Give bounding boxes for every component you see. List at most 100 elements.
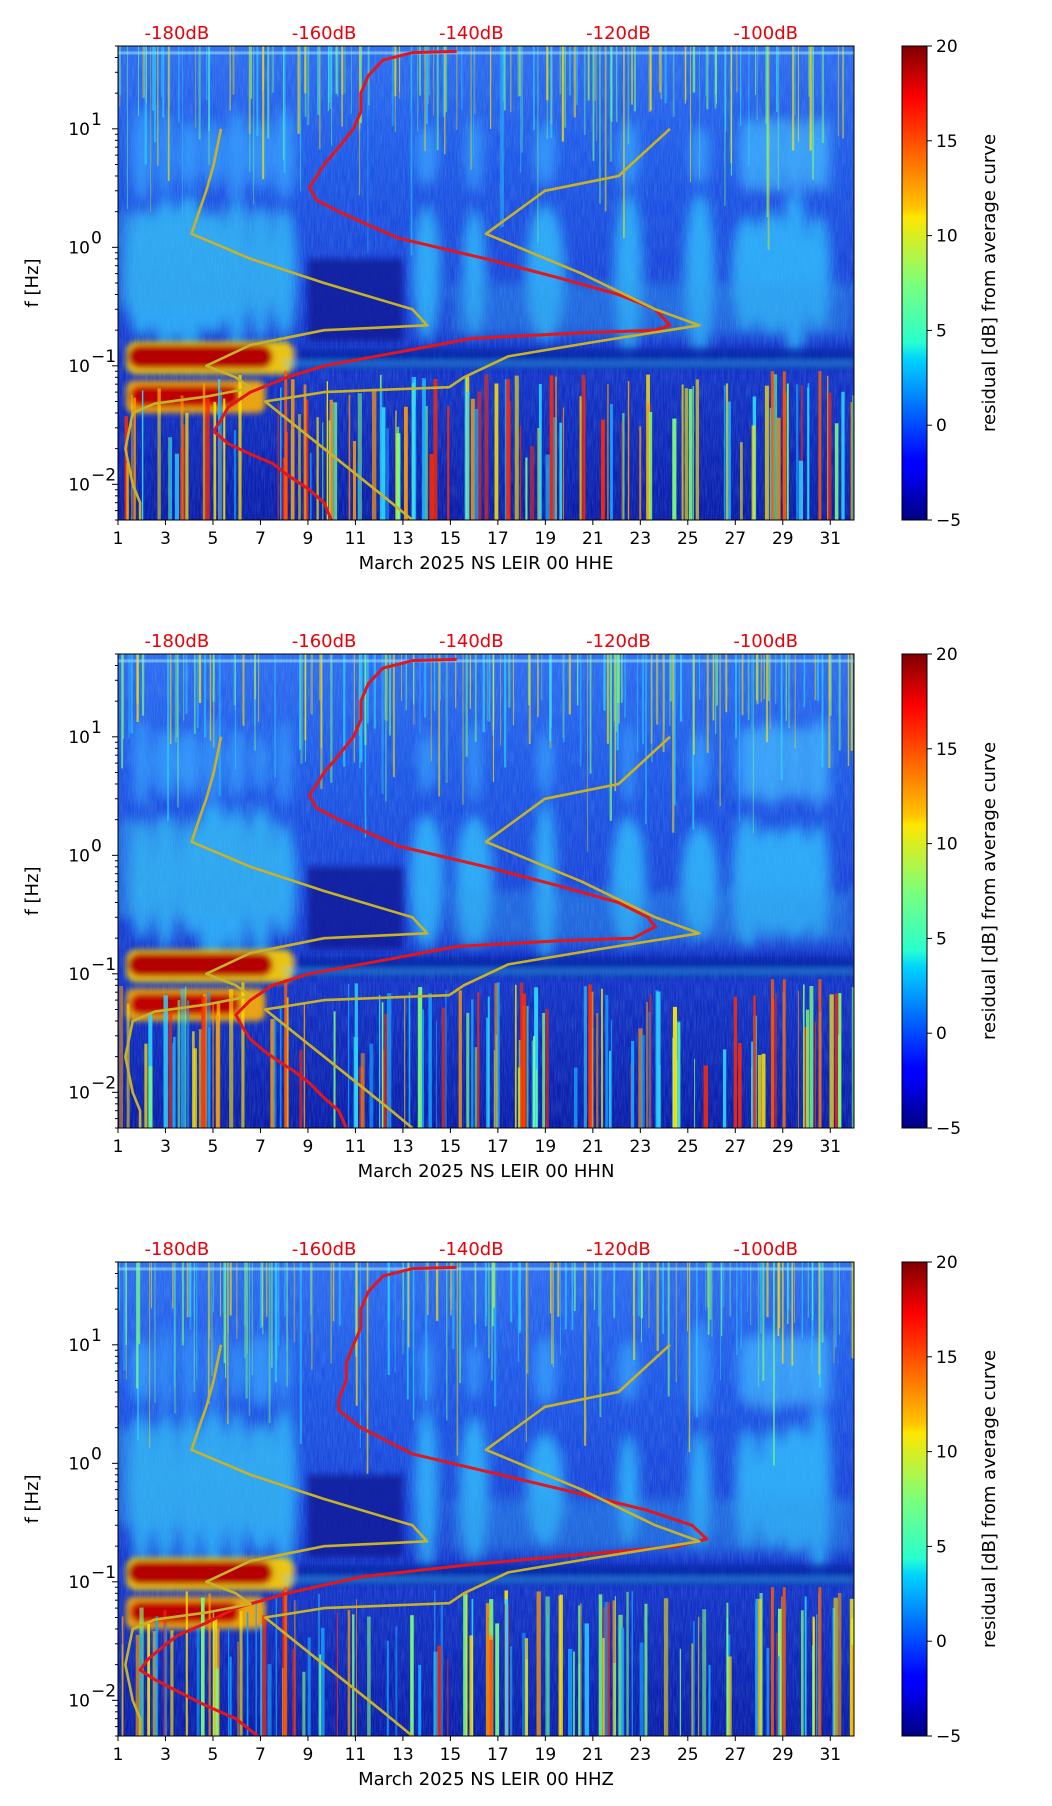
y-tick-label: 10 [68,1454,90,1474]
y-axis-label: f [Hz] [22,866,43,915]
colorbar-tick-label: 20 [936,645,958,665]
x-axis: 1 3 5 7 9 11 13 15 17 19 21 23 25 27 29 31 [113,1736,841,1765]
y-tick-label: 10 [68,846,90,866]
x-tick-label: 17 [487,1137,509,1157]
colorbar-tick-label: 10 [936,835,958,855]
x-tick-label: 25 [677,529,699,549]
colorbar-tick-label: 15 [936,740,958,760]
x-tick-label: 23 [630,1137,652,1157]
x-tick-label: 13 [392,1745,414,1765]
y-axis-label: f [Hz] [22,258,43,307]
colorbar-tick-label: −5 [936,1119,961,1139]
db-tick-label: -140dB [439,23,504,44]
colorbar-label: residual [dB] from average curve [979,742,1000,1040]
y-tick-exponent: 1 [91,718,102,738]
y-axis-label: f [Hz] [22,1474,43,1523]
noise-model-curve [124,128,429,520]
colorbar-tick-label: 5 [936,929,947,949]
db-tick-label: -140dB [439,631,504,652]
y-tick-label: 10 [68,1573,90,1593]
colorbar-gradient [901,45,928,521]
y-tick-label: 10 [68,1083,90,1103]
db-tick-label: -160dB [292,23,357,44]
x-tick-label: 15 [440,1137,462,1157]
y-tick-label: 10 [68,120,90,140]
x-axis-label: March 2025 NS LEIR 00 HHN [358,1161,615,1182]
x-tick-label: 15 [440,1745,462,1765]
colorbar-tick-label: −5 [936,511,961,531]
x-tick-label: 1 [113,1137,124,1157]
y-tick-exponent: −2 [91,465,116,485]
x-tick-label: 1 [113,1745,124,1765]
x-tick-label: 9 [303,529,314,549]
colorbar-tick-label: 10 [936,227,958,247]
x-tick-label: 27 [724,1137,746,1157]
x-axis-label: March 2025 NS LEIR 00 HHZ [358,1769,614,1790]
x-tick-label: 13 [392,1137,414,1157]
y-tick-exponent: 0 [91,1444,102,1464]
x-tick-label: 21 [582,1745,604,1765]
db-axis: -180dB -160dB -140dB -120dB -100dB [145,631,798,652]
x-tick-label: 23 [630,1745,652,1765]
y-tick-exponent: −2 [91,1681,116,1701]
y-tick-label: 10 [68,965,90,985]
colorbar-tick-label: 15 [936,132,958,152]
x-tick-label: 23 [630,529,652,549]
y-tick-exponent: −1 [91,347,116,367]
db-tick-label: -100dB [733,631,798,652]
x-tick-label: 3 [160,1137,171,1157]
x-tick-label: 25 [677,1137,699,1157]
noise-model-curve [263,735,701,1128]
db-tick-label: -160dB [292,631,357,652]
noise-model-curve [124,736,429,1128]
y-tick-label: 10 [68,1691,90,1711]
x-tick-label: 13 [392,529,414,549]
y-tick-exponent: −1 [91,1563,116,1583]
colorbar-tick-label: 0 [936,1632,947,1652]
y-tick-label: 10 [68,475,90,495]
x-axis-label: March 2025 NS LEIR 00 HHE [359,553,614,574]
x-tick-label: 31 [819,529,841,549]
y-tick-label: 10 [68,357,90,377]
x-tick-label: 27 [724,1745,746,1765]
x-tick-label: 31 [819,1745,841,1765]
y-tick-exponent: 1 [91,110,102,130]
x-tick-label: 11 [345,529,367,549]
y-tick-exponent: 0 [91,228,102,248]
db-tick-label: -180dB [145,1239,210,1260]
x-tick-label: 29 [772,529,794,549]
noise-model-curve [263,1343,701,1736]
x-tick-label: 1 [113,529,124,549]
colorbar-label: residual [dB] from average curve [979,1350,1000,1648]
x-tick-label: 17 [487,1745,509,1765]
db-axis: -180dB -160dB -140dB -120dB -100dB [145,23,798,44]
db-tick-label: -120dB [586,23,651,44]
x-axis: 1 3 5 7 9 11 13 15 17 19 21 23 25 27 29 31 [113,520,841,549]
x-axis: 1 3 5 7 9 11 13 15 17 19 21 23 25 27 29 31 [113,1128,841,1157]
db-tick-label: -160dB [292,1239,357,1260]
db-tick-label: -100dB [733,1239,798,1260]
noise-model-curve [263,127,701,520]
noise-model-curve [124,1344,429,1736]
db-axis: -180dB -160dB -140dB -120dB -100dB [145,1239,798,1260]
colorbar-tick-label: −5 [936,1727,961,1747]
x-tick-label: 29 [772,1137,794,1157]
mean-psd-curve [138,1265,709,1736]
y-tick-label: 10 [68,728,90,748]
db-tick-label: -120dB [586,631,651,652]
x-tick-label: 7 [255,1137,266,1157]
colorbar-gradient [901,653,928,1129]
colorbar-tick-label: 5 [936,1537,947,1557]
y-tick-exponent: −1 [91,955,116,975]
colorbar-gradient [901,1261,928,1737]
x-tick-label: 5 [208,1137,219,1157]
x-tick-label: 5 [208,1745,219,1765]
x-tick-label: 7 [255,1745,266,1765]
db-tick-label: -140dB [439,1239,504,1260]
